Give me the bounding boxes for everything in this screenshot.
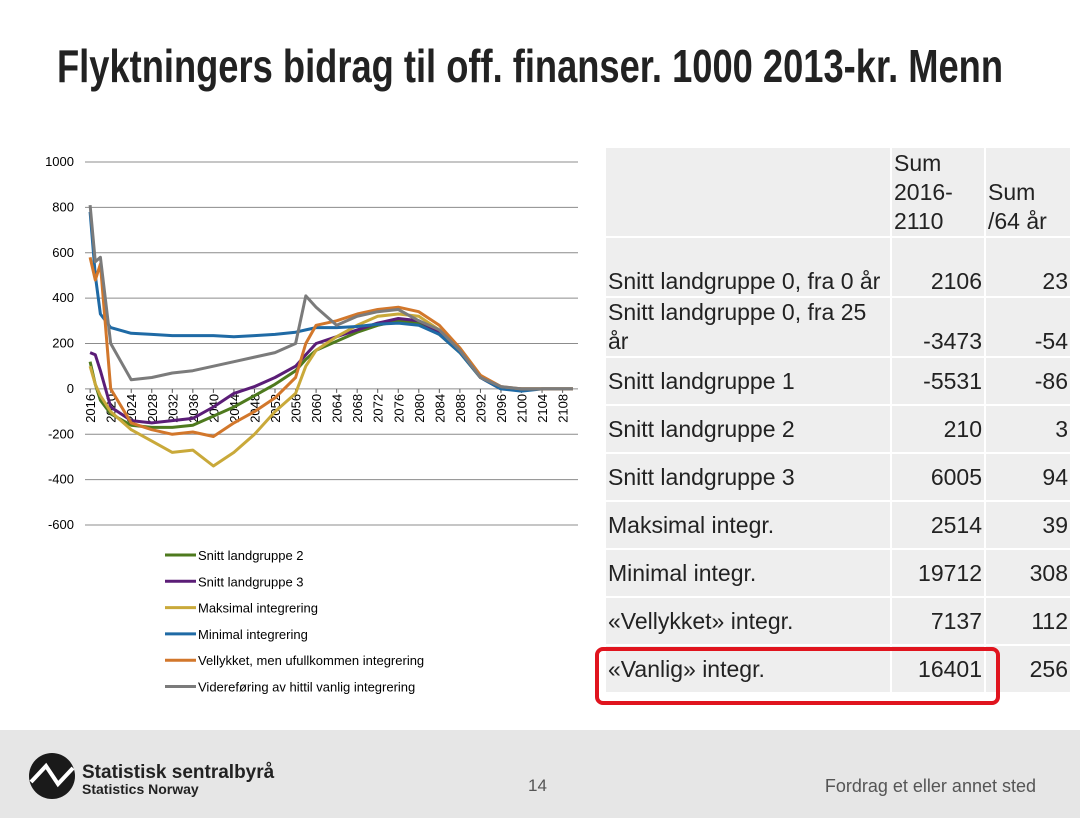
x-tick-label: 2100: [515, 394, 530, 423]
legend-label: Snitt landgruppe 3: [198, 574, 304, 589]
number-cell: -3473: [890, 296, 986, 358]
number-cell: 6005: [890, 452, 986, 502]
y-tick-label: 0: [67, 381, 74, 396]
table-row: Snitt landgruppe 3 6005 94: [604, 452, 1072, 502]
series-line: [88, 204, 573, 391]
number-cell: -54: [984, 296, 1072, 358]
number-cell: 2106: [890, 236, 986, 298]
number-cell: 7137: [890, 596, 986, 646]
y-tick-label: 200: [52, 336, 74, 351]
table-row: Maksimal integr. 2514 39: [604, 500, 1072, 550]
x-tick-label: 2028: [145, 394, 160, 423]
title: Flyktningers bidrag til off. finanser. 1…: [57, 40, 1003, 92]
x-tick-label: 2076: [391, 394, 406, 423]
label-cell: Snitt landgruppe 1: [604, 356, 892, 406]
x-tick-label: 2056: [289, 394, 304, 423]
table-row: Snitt landgruppe 0, fra 0 år 2106 23: [604, 236, 1072, 298]
y-tick-label: 1000: [45, 154, 74, 169]
legend-label: Videreføring av hittil vanlig integrerin…: [198, 680, 415, 695]
table-row: «Vellykket» integr. 7137 112: [604, 596, 1072, 646]
data-table: Sum 2016-2110 Sum /64 år Snitt landgruppe …: [604, 146, 1072, 694]
org-name-en: Statistics Norway: [82, 781, 199, 797]
y-tick-label: -200: [48, 426, 74, 441]
number-cell: 2514: [890, 500, 986, 550]
label-cell: Snitt landgruppe 0, fra 25 år: [604, 296, 892, 358]
x-tick-label: 2048: [247, 394, 262, 423]
header-cell: Sum /64 år: [984, 146, 1072, 238]
number-cell: 210: [890, 404, 986, 454]
logo: [29, 753, 75, 799]
number-cell: 3: [984, 404, 1072, 454]
y-tick-label: 400: [52, 290, 74, 305]
number-cell: 308: [984, 548, 1072, 598]
highlight-box: [595, 647, 1000, 705]
x-tick-label: 2016: [83, 394, 98, 423]
x-tick-label: 2084: [432, 394, 447, 423]
title-box: Flyktningers bidrag til off. finanser. 1…: [57, 40, 1003, 92]
x-tick-label: 2108: [556, 394, 571, 423]
x-tick-label: 2096: [494, 394, 509, 423]
legend-label: Maksimal integrering: [198, 601, 318, 616]
number-cell: 112: [984, 596, 1072, 646]
header-row: Sum 2016-2110 Sum /64 år: [604, 146, 1072, 238]
footer-note: Fordrag et eller annet sted: [824, 776, 1036, 796]
x-tick-label: 2092: [473, 394, 488, 423]
x-tick-label: 2072: [371, 394, 386, 423]
x-tick-label: 2104: [535, 394, 550, 423]
y-tick-label: 600: [52, 245, 74, 260]
number-cell: 94: [984, 452, 1072, 502]
table-row: Minimal integr. 19712 308: [604, 548, 1072, 598]
number-cell: 16401: [890, 644, 986, 694]
footer: Statistisk sentralbyrå Statistics Norway…: [0, 730, 1080, 818]
series-line: [88, 211, 573, 393]
org-name: Statistisk sentralbyrå: [82, 762, 275, 783]
x-tick-label: 2032: [165, 394, 180, 423]
number-cell: 39: [984, 500, 1072, 550]
y-tick-label: -400: [48, 472, 74, 487]
legend-label: Minimal integrering: [198, 627, 308, 642]
x-tick-label: 2064: [330, 394, 345, 423]
number-cell: 19712: [890, 548, 986, 598]
number-cell: -86: [984, 356, 1072, 406]
x-tick-label: 2060: [309, 394, 324, 423]
number-cell: -5531: [890, 356, 986, 406]
label-cell: Minimal integr.: [604, 548, 892, 598]
legend-label: Vellykket, men ufullkommen integrering: [198, 653, 424, 668]
x-tick-label: 2088: [453, 394, 468, 423]
label-cell: Snitt landgruppe 0, fra 0 år: [604, 236, 892, 298]
label-cell: «Vellykket» integr.: [604, 596, 892, 646]
header-cell: [604, 146, 892, 238]
page-number: 14: [528, 776, 547, 795]
label-cell: «Vanlig» integr.: [604, 644, 892, 694]
label-cell: Snitt landgruppe 2: [604, 404, 892, 454]
label-cell: Maksimal integr.: [604, 500, 892, 550]
number-cell: 23: [984, 236, 1072, 298]
y-tick-label: 800: [52, 199, 74, 214]
table-row: Snitt landgruppe 1 -5531 -86: [604, 356, 1072, 406]
header-cell: Sum 2016-2110: [890, 146, 986, 238]
table-row: «Vanlig» integr. 16401 256: [604, 644, 1072, 694]
x-tick-label: 2080: [412, 394, 427, 423]
x-tick-label: 2068: [350, 394, 365, 423]
label-cell: Snitt landgruppe 3: [604, 452, 892, 502]
table-row: Snitt landgruppe 2 210 3: [604, 404, 1072, 454]
table-row: Snitt landgruppe 0, fra 25 år -3473 -54: [604, 296, 1072, 358]
legend-label: Snitt landgruppe 2: [198, 548, 304, 563]
y-tick-label: -600: [48, 517, 74, 532]
